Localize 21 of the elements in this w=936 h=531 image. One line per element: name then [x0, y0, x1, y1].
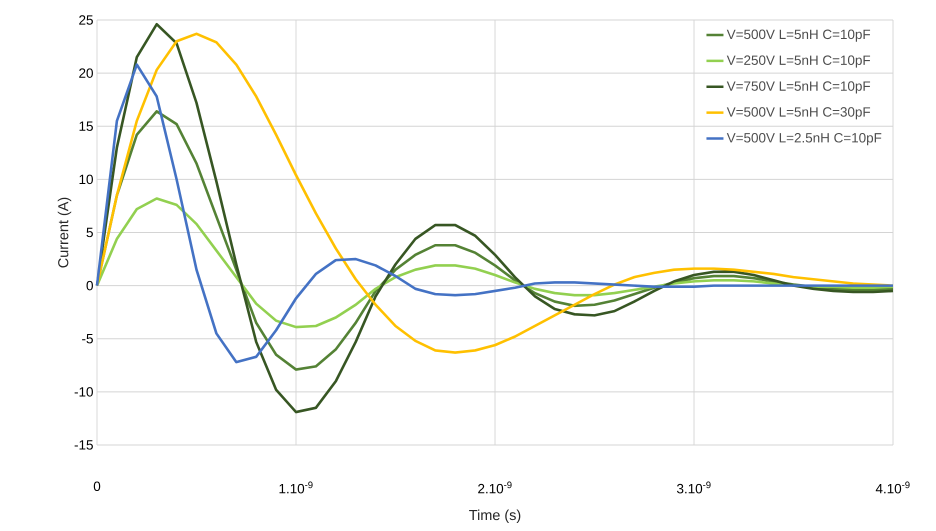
- y-tick-label: 25: [79, 15, 93, 25]
- x-tick-label: 4.10$^{-9}$: [876, 482, 910, 494]
- y-tick-label: -5: [82, 334, 93, 344]
- x-tick-label: 1.10$^{-9}$: [280, 482, 313, 494]
- x-axis-title: Time (s): [469, 510, 520, 523]
- y-tick-label: 0: [86, 280, 93, 290]
- y-tick-label: -10: [74, 387, 93, 397]
- x-tick-label: 3.10$^{-9}$: [676, 482, 711, 494]
- x-tick-label: 2.10$^{-9}$: [478, 482, 512, 494]
- legend-label: V=500V L=5nH C=30pF: [726, 107, 870, 120]
- y-tick-label: 10: [80, 174, 93, 184]
- legend-label: V=500V L=2.5nH C=10pF: [726, 133, 882, 146]
- legend-label: V=250V L=5nH C=10pF: [726, 55, 870, 68]
- y-axis-title: Current (A): [58, 198, 72, 268]
- y-tick-label: -15: [74, 440, 93, 450]
- x-tick-label: 0: [94, 482, 100, 492]
- y-tick-label: 20: [79, 68, 93, 78]
- legend-label: V=500V L=5nH C=10pF: [726, 30, 870, 42]
- legend-label: V=750V L=5nH C=10pF: [726, 81, 870, 94]
- y-tick-label: 5: [86, 228, 93, 238]
- y-tick-label: 15: [80, 122, 93, 131]
